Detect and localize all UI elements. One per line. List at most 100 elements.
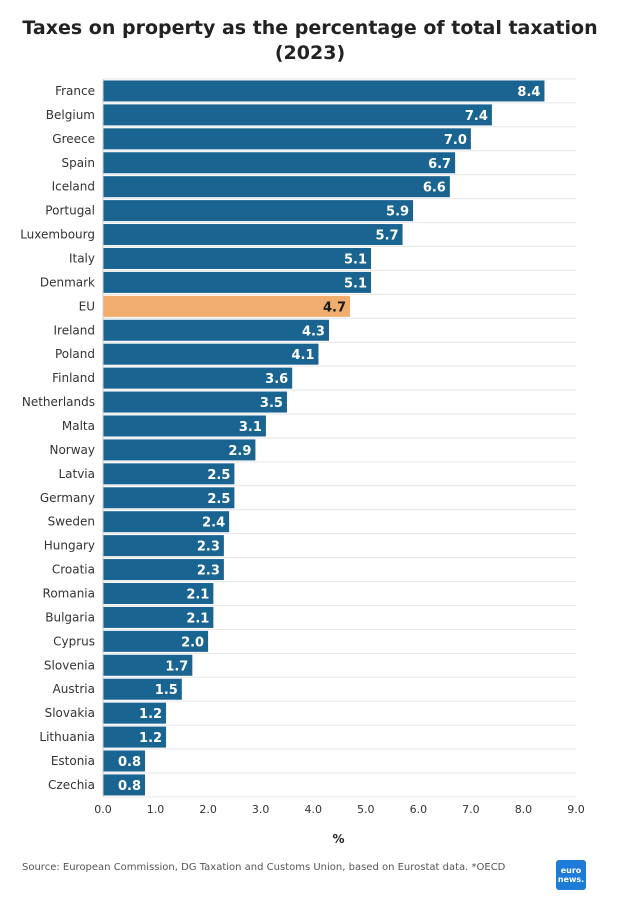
category-label: Ireland bbox=[53, 323, 95, 337]
bar bbox=[103, 391, 287, 413]
category-label: Estonia bbox=[51, 754, 95, 768]
x-tick-label: 5.0 bbox=[357, 803, 375, 816]
x-tick-label: 2.0 bbox=[199, 803, 217, 816]
data-label: 0.8 bbox=[118, 779, 141, 794]
data-label: 2.1 bbox=[186, 611, 209, 626]
category-label: Norway bbox=[49, 443, 95, 457]
bar bbox=[103, 271, 372, 293]
data-label: 5.9 bbox=[386, 205, 409, 220]
logo-text-bottom: news. bbox=[557, 875, 585, 884]
bar bbox=[103, 128, 471, 150]
bar bbox=[103, 176, 450, 198]
logo-text-top: euro bbox=[560, 866, 582, 875]
bar bbox=[103, 559, 224, 581]
data-label: 0.8 bbox=[118, 755, 141, 770]
category-label: Hungary bbox=[44, 539, 95, 553]
category-label: Spain bbox=[61, 156, 95, 170]
category-label: Croatia bbox=[52, 563, 95, 577]
data-label: 5.1 bbox=[344, 276, 367, 291]
data-label: 1.5 bbox=[155, 683, 178, 698]
x-tick-label: 9.0 bbox=[567, 803, 585, 816]
bar bbox=[103, 224, 403, 246]
data-label: 8.4 bbox=[517, 85, 540, 100]
data-label: 1.2 bbox=[139, 731, 162, 746]
x-tick-label: 4.0 bbox=[304, 803, 322, 816]
bar bbox=[103, 726, 167, 748]
category-label: Greece bbox=[52, 132, 95, 146]
bar bbox=[103, 367, 293, 389]
bar bbox=[103, 702, 167, 724]
data-label: 3.6 bbox=[265, 372, 288, 387]
x-tick-label: 3.0 bbox=[252, 803, 270, 816]
data-label: 2.0 bbox=[181, 635, 204, 650]
bar bbox=[103, 415, 266, 437]
bar bbox=[103, 582, 214, 604]
category-label: Denmark bbox=[40, 275, 95, 289]
data-label: 6.7 bbox=[428, 157, 451, 172]
x-tick-label: 0.0 bbox=[94, 803, 112, 816]
data-label: 3.1 bbox=[239, 420, 262, 435]
data-label: 7.0 bbox=[444, 133, 467, 148]
euronews-logo: euro news. bbox=[556, 860, 586, 890]
category-label: Malta bbox=[62, 419, 95, 433]
chart-title: Taxes on property as the percentage of t… bbox=[0, 16, 620, 66]
data-label: 1.7 bbox=[165, 659, 188, 674]
chart-title-line1: Taxes on property as the percentage of t… bbox=[22, 17, 598, 39]
category-label: Portugal bbox=[45, 204, 95, 218]
bar bbox=[103, 295, 351, 317]
category-label: Luxembourg bbox=[20, 228, 95, 242]
data-label: 5.1 bbox=[344, 252, 367, 267]
category-label: Germany bbox=[40, 491, 95, 505]
data-label: 4.3 bbox=[302, 324, 325, 339]
bar bbox=[103, 606, 214, 628]
bar bbox=[103, 654, 193, 676]
category-label: Latvia bbox=[58, 467, 95, 481]
x-tick-label: 7.0 bbox=[462, 803, 480, 816]
bar bbox=[103, 463, 235, 485]
data-label: 3.5 bbox=[260, 396, 283, 411]
category-label: EU bbox=[79, 299, 95, 313]
bar bbox=[103, 511, 230, 533]
data-label: 2.1 bbox=[186, 587, 209, 602]
bar bbox=[103, 319, 329, 341]
bar bbox=[103, 487, 235, 509]
chart-title-line2: (2023) bbox=[274, 42, 346, 64]
x-tick-label: 1.0 bbox=[147, 803, 165, 816]
data-label: 4.7 bbox=[323, 300, 346, 315]
data-label: 2.4 bbox=[202, 516, 225, 531]
bar bbox=[103, 200, 414, 222]
data-label: 1.2 bbox=[139, 707, 162, 722]
bar bbox=[103, 247, 372, 269]
x-axis-label: % bbox=[332, 832, 344, 846]
data-label: 2.5 bbox=[207, 468, 230, 483]
data-label: 2.3 bbox=[197, 564, 220, 579]
category-label: Italy bbox=[69, 251, 95, 265]
category-label: Romania bbox=[43, 586, 95, 600]
bar bbox=[103, 439, 256, 461]
bar bbox=[103, 535, 224, 557]
category-label: Cyprus bbox=[53, 634, 95, 648]
bar bbox=[103, 104, 492, 126]
category-label: Belgium bbox=[46, 108, 95, 122]
category-label: Poland bbox=[55, 347, 95, 361]
source-note: Source: European Commission, DG Taxation… bbox=[22, 862, 506, 873]
x-tick-label: 6.0 bbox=[410, 803, 428, 816]
bar bbox=[103, 678, 182, 700]
bar bbox=[103, 750, 146, 772]
category-label: Slovenia bbox=[44, 658, 95, 672]
category-label: Finland bbox=[52, 371, 95, 385]
data-label: 2.5 bbox=[207, 492, 230, 507]
category-label: Sweden bbox=[48, 515, 95, 529]
data-label: 5.7 bbox=[376, 229, 399, 244]
data-label: 2.9 bbox=[228, 444, 251, 459]
bar bbox=[103, 774, 146, 796]
category-label: Iceland bbox=[52, 180, 95, 194]
category-label: Austria bbox=[53, 682, 95, 696]
category-label: Lithuania bbox=[39, 730, 95, 744]
bar-chart: France 8.4 Belgium 7.4 Greece 7.0 Spain 6.7 Icel… bbox=[20, 78, 585, 846]
category-label: Slovakia bbox=[45, 706, 95, 720]
bar bbox=[103, 630, 209, 652]
category-label: Netherlands bbox=[22, 395, 95, 409]
data-label: 2.3 bbox=[197, 540, 220, 555]
bar bbox=[103, 152, 456, 174]
